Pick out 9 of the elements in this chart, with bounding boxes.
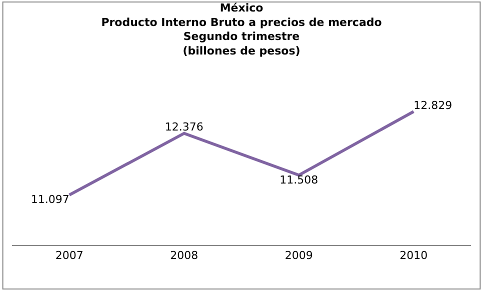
x-tick-label: 2007 (55, 249, 84, 262)
data-label: 12.376 (164, 120, 204, 134)
chart-title: México Producto Interno Bruto a precios de mercado Segundo trimestre (billones de pesos) (101, 2, 382, 58)
data-label: 11.508 (280, 173, 318, 186)
x-tick-label: 2009 (284, 249, 313, 262)
x-tick-label: 2008 (170, 249, 198, 262)
x-tick-label: 2010 (400, 249, 428, 262)
data-label: 11.097 (30, 193, 70, 206)
data-label: 12.829 (414, 98, 452, 112)
